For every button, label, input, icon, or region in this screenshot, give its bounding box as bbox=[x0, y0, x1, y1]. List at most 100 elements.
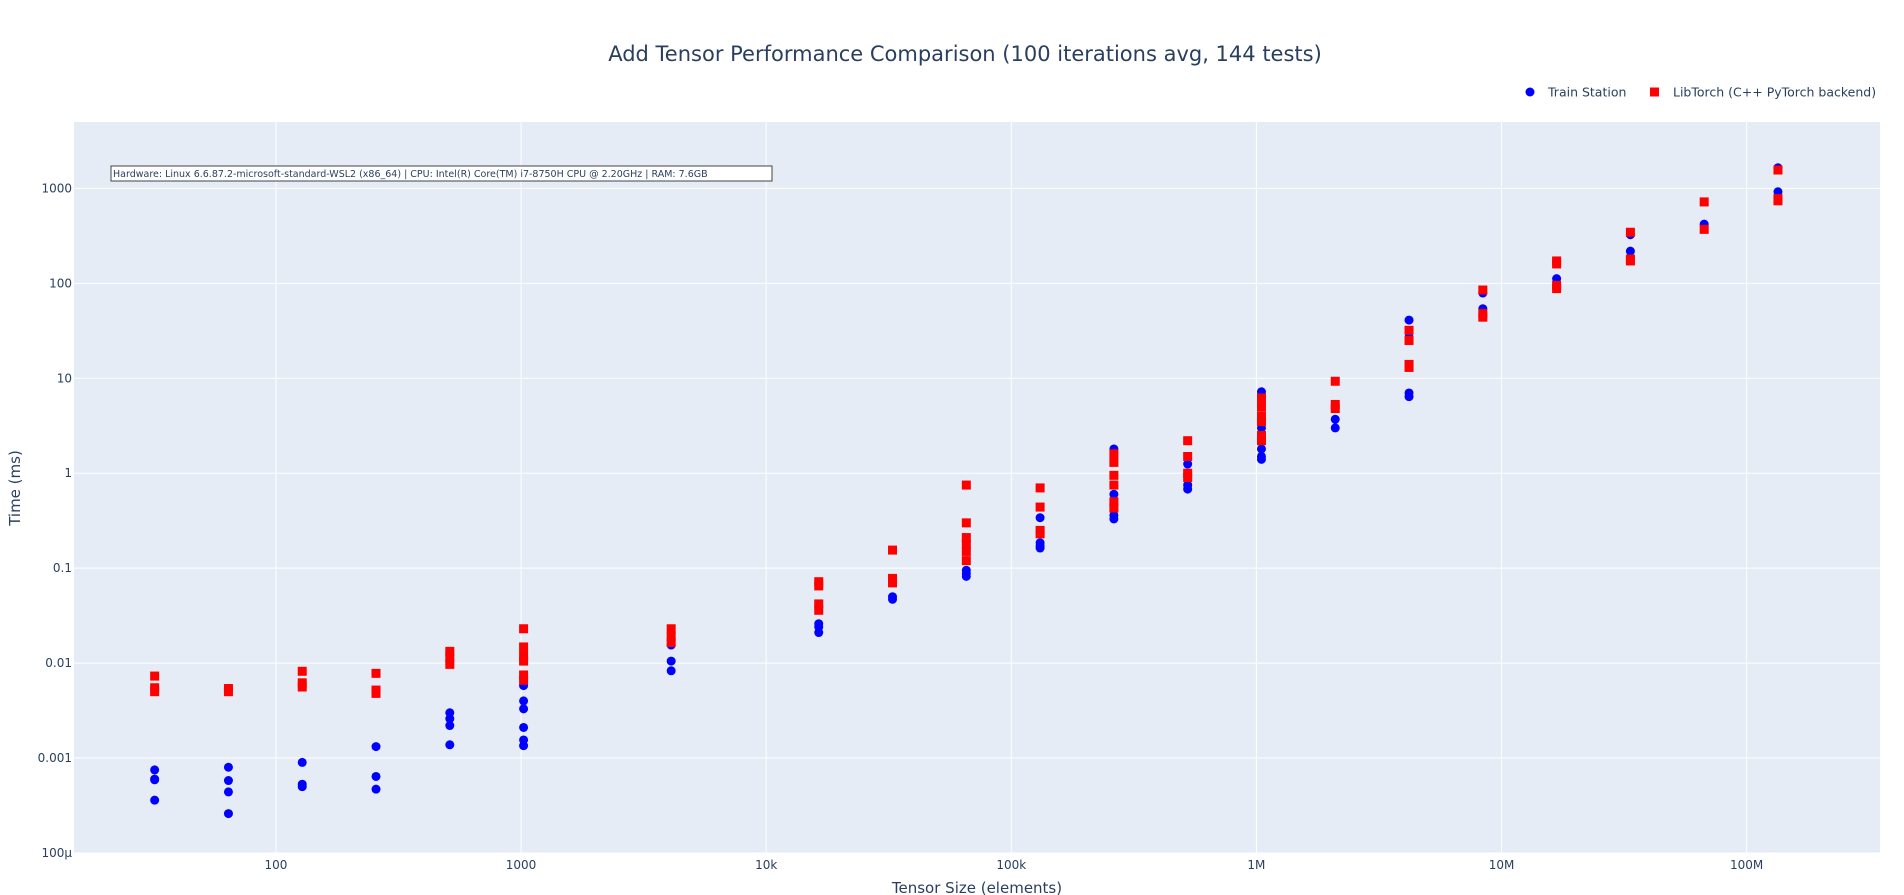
legend-label: LibTorch (C++ PyTorch backend) bbox=[1673, 85, 1876, 100]
data-point bbox=[371, 771, 381, 781]
data-point bbox=[1035, 483, 1045, 493]
data-point bbox=[150, 671, 160, 681]
data-point bbox=[1699, 224, 1709, 234]
data-point bbox=[961, 533, 971, 543]
data-point bbox=[297, 757, 307, 767]
hardware-annotation-text: Hardware: Linux 6.6.87.2-microsoft-stand… bbox=[113, 169, 708, 180]
data-point bbox=[666, 624, 676, 634]
x-tick-label: 100k bbox=[996, 858, 1026, 872]
data-point bbox=[1256, 417, 1266, 427]
data-point bbox=[1625, 246, 1635, 256]
data-point bbox=[961, 480, 971, 490]
data-point bbox=[1552, 259, 1562, 269]
data-point bbox=[1035, 543, 1045, 553]
data-point bbox=[1404, 392, 1414, 402]
data-point bbox=[519, 656, 529, 666]
data-point bbox=[519, 642, 529, 652]
data-point bbox=[150, 687, 160, 697]
data-point bbox=[297, 782, 307, 792]
data-point bbox=[1183, 451, 1193, 461]
data-point bbox=[814, 599, 824, 609]
data-point bbox=[888, 578, 898, 588]
y-tick-label: 100μ bbox=[41, 846, 72, 860]
data-point bbox=[1625, 256, 1635, 266]
data-point bbox=[1256, 454, 1266, 464]
legend-item-train-station[interactable]: Train Station bbox=[1525, 85, 1627, 100]
data-point bbox=[1256, 430, 1266, 440]
data-point bbox=[814, 581, 824, 591]
data-points bbox=[150, 163, 1783, 819]
data-point bbox=[961, 518, 971, 528]
data-point bbox=[1256, 444, 1266, 454]
data-point bbox=[371, 668, 381, 678]
data-point bbox=[1404, 325, 1414, 335]
data-point bbox=[1699, 197, 1709, 207]
data-point bbox=[666, 637, 676, 647]
data-point bbox=[1035, 502, 1045, 512]
data-point bbox=[961, 546, 971, 556]
data-point bbox=[1773, 187, 1783, 197]
data-point bbox=[519, 670, 529, 680]
data-point bbox=[1183, 484, 1193, 494]
data-point bbox=[1404, 315, 1414, 325]
legend[interactable]: Train Station LibTorch (C++ PyTorch back… bbox=[1525, 85, 1877, 100]
data-point bbox=[1330, 376, 1340, 386]
grid-lines bbox=[74, 122, 1880, 854]
x-tick-label: 100M bbox=[1730, 858, 1763, 872]
data-point bbox=[1330, 404, 1340, 414]
data-point bbox=[1109, 489, 1119, 499]
y-axis-title: Time (ms) bbox=[6, 450, 24, 527]
data-point bbox=[223, 776, 233, 786]
data-point bbox=[519, 704, 529, 714]
data-point bbox=[1552, 284, 1562, 294]
data-point bbox=[150, 775, 160, 785]
data-point bbox=[1330, 423, 1340, 433]
x-tick-label: 10k bbox=[755, 858, 777, 872]
data-point bbox=[666, 666, 676, 676]
data-point bbox=[1109, 480, 1119, 490]
data-point bbox=[1109, 514, 1119, 524]
data-point bbox=[1109, 503, 1119, 513]
data-point bbox=[1330, 414, 1340, 424]
data-point bbox=[1773, 165, 1783, 175]
data-point bbox=[1035, 513, 1045, 523]
data-point bbox=[1256, 436, 1266, 446]
series-libtorch bbox=[150, 165, 1783, 698]
x-tick-label: 1M bbox=[1247, 858, 1265, 872]
data-point bbox=[223, 809, 233, 819]
data-point bbox=[961, 571, 971, 581]
data-point bbox=[814, 605, 824, 615]
data-point bbox=[1183, 473, 1193, 483]
data-point bbox=[1625, 227, 1635, 237]
data-point bbox=[1256, 411, 1266, 421]
x-tick-label: 10M bbox=[1489, 858, 1515, 872]
x-axis-title: Tensor Size (elements) bbox=[891, 879, 1062, 895]
data-point bbox=[1109, 457, 1119, 467]
data-point bbox=[1256, 402, 1266, 412]
data-point bbox=[223, 762, 233, 772]
legend-marker-circle bbox=[1525, 87, 1535, 97]
hardware-annotation: Hardware: Linux 6.6.87.2-microsoft-stand… bbox=[110, 165, 773, 182]
data-point bbox=[150, 795, 160, 805]
data-point bbox=[445, 652, 455, 662]
data-point bbox=[371, 742, 381, 752]
tick-labels: 100 1000 10k 100k 1M 10M 100M 100μ 0.001 0.01 0.1 1… bbox=[38, 181, 1764, 872]
data-point bbox=[961, 556, 971, 566]
y-tick-label: 1000 bbox=[41, 181, 72, 195]
data-point bbox=[888, 545, 898, 555]
y-tick-label: 0.01 bbox=[45, 656, 72, 670]
data-point bbox=[1109, 449, 1119, 459]
data-point bbox=[1478, 285, 1488, 295]
x-tick-label: 1000 bbox=[506, 858, 537, 872]
data-point bbox=[666, 656, 676, 666]
data-point bbox=[519, 722, 529, 732]
data-point bbox=[519, 675, 529, 685]
data-point bbox=[519, 741, 529, 751]
data-point bbox=[1256, 393, 1266, 403]
data-point bbox=[445, 646, 455, 656]
legend-item-libtorch[interactable]: LibTorch (C++ PyTorch backend) bbox=[1650, 85, 1876, 100]
y-tick-label: 1 bbox=[64, 466, 72, 480]
data-point bbox=[445, 714, 455, 724]
data-point bbox=[1109, 497, 1119, 507]
